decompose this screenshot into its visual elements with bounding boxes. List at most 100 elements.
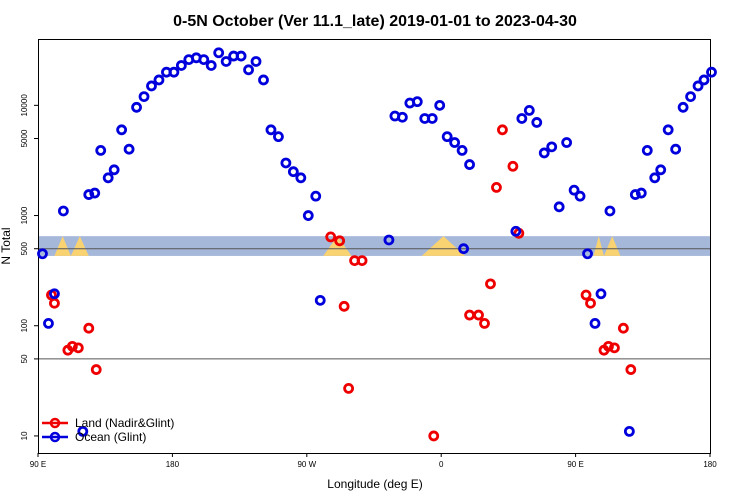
land-point [464, 309, 475, 321]
x-axis-label: Longitude (deg E) [327, 477, 422, 491]
ocean-point [595, 288, 607, 300]
land-point [83, 322, 95, 334]
ocean-point [302, 210, 314, 221]
x-tick-label: 90 E [567, 460, 583, 469]
ocean-point [456, 145, 468, 156]
legend-ocean-marker [49, 431, 61, 443]
ocean-point [662, 124, 674, 136]
land-band-segment [421, 236, 466, 256]
land-band-segment [323, 236, 352, 256]
ocean-point [310, 190, 322, 202]
land-point [49, 297, 60, 309]
ocean-point [706, 66, 717, 78]
land-ocean-band [38, 236, 710, 256]
land-point [428, 430, 440, 442]
legend-land-marker [49, 417, 61, 429]
land-band-segment [593, 236, 604, 256]
land-band-segment [603, 236, 621, 256]
land-point [338, 300, 350, 312]
legend-ocean-label: Ocean (Glint) [75, 430, 146, 444]
land-series [46, 124, 637, 442]
legend-land-label: Land (Nadir&Glint) [75, 416, 174, 430]
reference-lines [38, 248, 710, 360]
land-band-segment [70, 236, 89, 256]
ocean-point [116, 124, 128, 136]
land-point [497, 124, 508, 136]
land-point [473, 309, 484, 321]
ocean-point [43, 318, 54, 329]
ocean-point [589, 318, 601, 329]
ocean-point [698, 74, 710, 86]
land-point [609, 342, 620, 354]
land-point [334, 235, 346, 247]
land-point [585, 297, 596, 309]
ocean-point [168, 66, 180, 78]
y-tick-label: 500 [20, 241, 29, 255]
land-point [603, 340, 614, 352]
ocean-point [649, 172, 661, 184]
land-point [356, 255, 368, 267]
ocean-point [574, 190, 586, 202]
ocean-point [280, 157, 292, 169]
ocean-point [220, 56, 232, 67]
ocean-point [213, 47, 225, 59]
ocean-point [623, 425, 635, 437]
ocean-point [553, 201, 565, 213]
ocean-point [458, 243, 470, 255]
land-point [485, 278, 496, 290]
ocean-point [635, 187, 647, 199]
x-tick-label: 180 [166, 460, 180, 469]
land-point [66, 340, 78, 352]
x-axis: 90 E 180 90 W 0 90 E 180 [30, 453, 717, 469]
ocean-point [243, 64, 254, 76]
ocean-point [49, 288, 60, 300]
ocean-point [604, 205, 616, 217]
ocean-point [561, 137, 573, 148]
ocean-point [568, 184, 580, 196]
x-tick-label: 90 W [297, 460, 316, 469]
y-tick-label: 10 [20, 431, 29, 440]
ocean-series [37, 47, 717, 437]
legend: Land (Nadir&Glint) Ocean (Glint) [42, 416, 174, 444]
ocean-point [629, 189, 641, 200]
land-point [491, 182, 502, 193]
ocean-point [235, 50, 247, 62]
ocean-point [411, 96, 423, 108]
land-point [507, 160, 519, 172]
land-point [325, 231, 337, 243]
y-tick-label: 1000 [20, 206, 29, 224]
ocean-point [138, 91, 150, 103]
ocean-point [655, 164, 667, 176]
ocean-point [383, 234, 395, 246]
land-point [72, 342, 84, 354]
ocean-point [57, 205, 69, 217]
ocean-point [265, 124, 277, 136]
ocean-point [273, 131, 284, 143]
ocean-point [434, 99, 446, 111]
plot-frame [38, 39, 711, 454]
y-axis-label: N Total [0, 227, 13, 264]
y-tick-label: 100 [20, 319, 29, 333]
ocean-point [258, 74, 269, 86]
ocean-point [89, 187, 101, 199]
ocean-point [198, 54, 210, 66]
land-point [479, 318, 490, 329]
ocean-point [510, 225, 522, 237]
ocean-point [95, 145, 107, 156]
ocean-point [449, 137, 461, 148]
ocean-point [523, 104, 535, 116]
ocean-point [77, 425, 89, 437]
ocean-point [426, 113, 438, 124]
ocean-point [677, 101, 689, 113]
ocean-point [287, 166, 299, 178]
ocean-point [464, 159, 475, 170]
x-tick-label: 90 E [30, 460, 46, 469]
ocean-point [546, 141, 558, 153]
ocean-point [108, 164, 120, 176]
ocean-point [685, 91, 696, 103]
y-tick-label: 10000 [20, 94, 29, 117]
ocean-point [175, 60, 187, 71]
ocean-point [692, 80, 704, 92]
ocean-point [102, 172, 114, 184]
ocean-point [153, 74, 165, 86]
